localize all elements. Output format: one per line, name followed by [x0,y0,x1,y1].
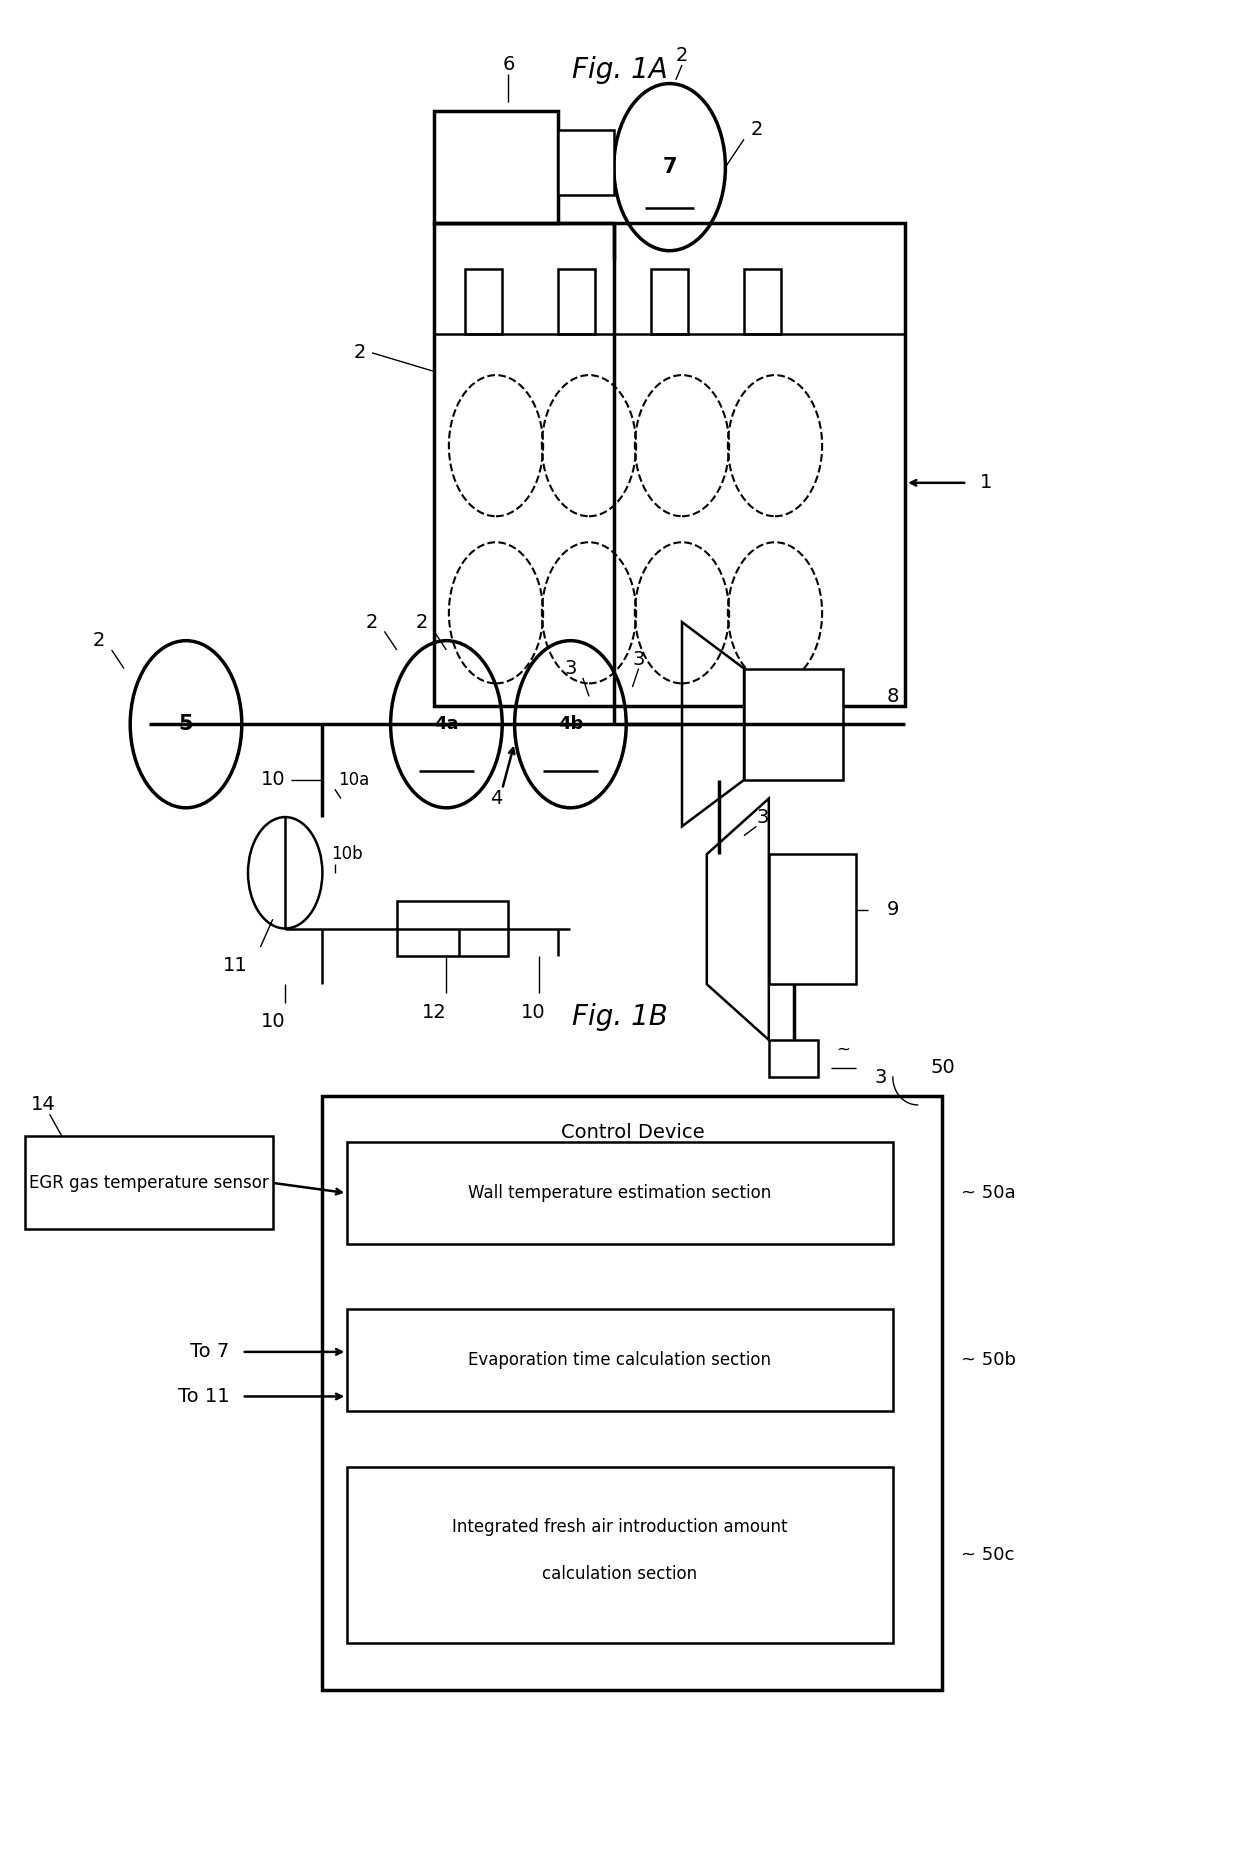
Bar [558,269,595,334]
Text: 2: 2 [366,613,378,631]
Bar [347,1467,893,1643]
Text: 2: 2 [93,631,105,650]
Bar [744,269,781,334]
Text: 12: 12 [422,1003,446,1021]
Bar [465,269,502,334]
Text: ~ 50a: ~ 50a [961,1185,1016,1201]
Text: Wall temperature estimation section: Wall temperature estimation section [469,1185,771,1201]
Text: Fig. 1B: Fig. 1B [572,1003,668,1031]
Bar [769,1040,818,1077]
Text: Fig. 1A: Fig. 1A [572,56,668,84]
Text: To 11: To 11 [177,1387,229,1406]
Text: 4: 4 [490,789,502,808]
Bar [347,1309,893,1411]
Text: 2: 2 [676,46,688,65]
Text: 4b: 4b [558,715,583,734]
Text: 8: 8 [887,687,899,706]
Text: EGR gas temperature sensor: EGR gas temperature sensor [29,1174,269,1192]
Text: 3: 3 [632,650,645,669]
Text: 3: 3 [874,1068,887,1086]
Text: ~ 50c: ~ 50c [961,1547,1014,1564]
Text: 9: 9 [887,901,899,919]
Text: 3: 3 [564,659,577,678]
Text: calculation section: calculation section [542,1565,698,1582]
Text: 10: 10 [260,1012,285,1031]
Text: 11: 11 [223,956,248,975]
Text: 5: 5 [179,715,193,734]
Text: 2: 2 [353,344,366,362]
Bar [744,669,843,780]
Bar [434,223,905,706]
Bar [558,130,614,195]
Bar [651,269,688,334]
Bar [25,1136,273,1229]
Text: 10: 10 [260,771,285,789]
Text: 1: 1 [980,474,992,492]
Text: Integrated fresh air introduction amount: Integrated fresh air introduction amount [453,1519,787,1536]
Bar [347,1142,893,1244]
Text: 14: 14 [31,1096,56,1114]
Text: To 7: To 7 [190,1343,229,1361]
Text: 10a: 10a [337,771,370,789]
Text: Control Device: Control Device [560,1123,704,1142]
Bar [397,901,508,956]
Text: 6: 6 [502,56,515,74]
Text: Evaporation time calculation section: Evaporation time calculation section [469,1352,771,1369]
Bar [769,854,856,984]
Text: 7: 7 [662,158,677,176]
Text: 4a: 4a [434,715,459,734]
Text: ~: ~ [836,1040,851,1058]
Text: 10: 10 [521,1003,546,1021]
Bar [434,111,558,223]
Text: 2: 2 [750,121,763,139]
Text: 50: 50 [930,1058,955,1077]
Text: 10b: 10b [331,845,363,864]
Text: 3: 3 [756,808,769,826]
Bar [322,1096,942,1690]
Text: 2: 2 [415,613,428,631]
Text: ~ 50b: ~ 50b [961,1352,1016,1369]
